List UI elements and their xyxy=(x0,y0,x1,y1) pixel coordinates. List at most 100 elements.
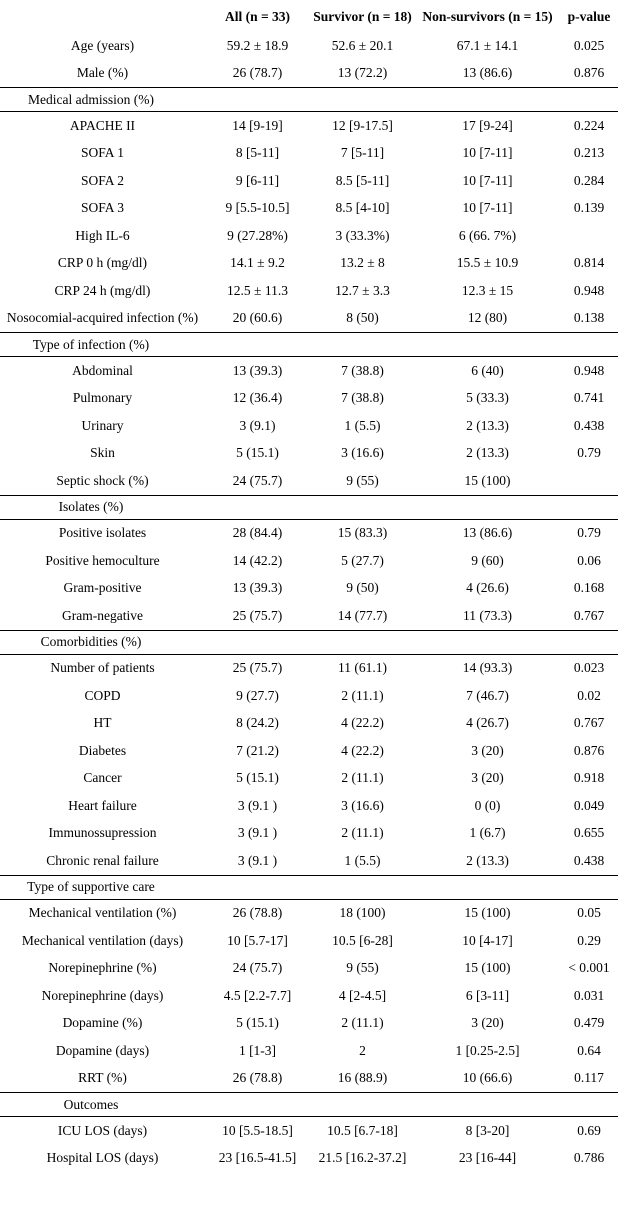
table-row: Dopamine (days) 1 [1-3] 2 1 [0.25-2.5] 0.64 xyxy=(0,1037,618,1065)
table-row: Pulmonary 12 (36.4) 7 (38.8) 5 (33.3) 0.741 xyxy=(0,385,618,413)
cell-pvalue: 0.876 xyxy=(573,65,605,81)
cell-pvalue: 0.031 xyxy=(573,987,605,1003)
row-label: Dopamine (%) xyxy=(62,1015,143,1031)
section-title: Type of infection (%) xyxy=(32,336,150,352)
cell-pvalue: 0.64 xyxy=(577,1042,601,1058)
row-label: Norepinephrine (%) xyxy=(48,960,157,976)
cell-all: 13 (39.3) xyxy=(232,362,283,378)
row-label: Mechanical ventilation (days) xyxy=(21,932,184,948)
table-row: Abdominal 13 (39.3) 7 (38.8) 6 (40) 0.948 xyxy=(0,357,618,385)
cell-pvalue: 0.69 xyxy=(577,1122,601,1138)
cell-survivor: 12.7 ± 3.3 xyxy=(335,282,390,298)
cell-nonsurvivors: 9 (60) xyxy=(471,552,504,568)
section-title-cell: Type of supportive care xyxy=(0,874,618,900)
cell-all: 3 (9.1 ) xyxy=(237,825,278,841)
row-label: Nosocomial-acquired infection (%) xyxy=(6,310,199,326)
cell-all: 26 (78.7) xyxy=(232,65,283,81)
table-row: Dopamine (%) 5 (15.1) 2 (11.1) 3 (20) 0.479 xyxy=(0,1010,618,1038)
cell-survivor: 1 (5.5) xyxy=(344,852,381,868)
cell-pvalue: 0.29 xyxy=(577,932,601,948)
cell-survivor: 2 (11.1) xyxy=(341,770,384,786)
table-row: COPD 9 (27.7) 2 (11.1) 7 (46.7) 0.02 xyxy=(0,682,618,710)
cell-pvalue: 0.767 xyxy=(573,607,605,623)
table-row: ICU LOS (days) 10 [5.5-18.5] 10.5 [6.7-18]… xyxy=(0,1117,618,1145)
cell-survivor: 7 [5-11] xyxy=(340,145,385,161)
cell-survivor: 4 [2-4.5] xyxy=(338,987,387,1003)
table-row: Heart failure 3 (9.1 ) 3 (16.6) 0 (0) 0.049 xyxy=(0,792,618,820)
cell-survivor: 8.5 [5-11] xyxy=(335,172,390,188)
cell-pvalue xyxy=(560,467,618,495)
cell-nonsurvivors: 67.1 ± 14.1 xyxy=(456,37,519,53)
row-label: Septic shock (%) xyxy=(56,472,149,488)
cell-all: 59.2 ± 18.9 xyxy=(226,37,289,53)
cell-pvalue: 0.786 xyxy=(573,1150,605,1166)
cell-survivor: 7 (38.8) xyxy=(341,362,384,378)
cell-nonsurvivors: 2 (13.3) xyxy=(466,445,509,461)
table-row: Gram-positive 13 (39.3) 9 (50) 4 (26.6) 0.16… xyxy=(0,575,618,603)
section-title: Comorbidities (%) xyxy=(40,634,142,649)
cell-nonsurvivors: 8 [3-20] xyxy=(465,1122,510,1138)
column-header-empty xyxy=(0,2,205,32)
cell-survivor: 15 (83.3) xyxy=(337,525,388,541)
cell-all: 13 (39.3) xyxy=(232,580,283,596)
table-row: HT 8 (24.2) 4 (22.2) 4 (26.7) 0.767 xyxy=(0,710,618,738)
cell-nonsurvivors: 13 (86.6) xyxy=(462,525,513,541)
row-label: Skin xyxy=(90,445,115,461)
row-label: Chronic renal failure xyxy=(46,852,159,868)
cell-pvalue: 0.948 xyxy=(573,282,605,298)
cell-all: 23 [16.5-41.5] xyxy=(218,1150,297,1166)
cell-all: 25 (75.7) xyxy=(232,607,283,623)
cell-nonsurvivors: 10 [7-11] xyxy=(462,172,513,188)
cell-survivor: 10.5 [6.7-18] xyxy=(327,1122,398,1138)
cell-pvalue: 0.284 xyxy=(573,172,605,188)
cell-survivor: 2 (11.1) xyxy=(341,1015,384,1031)
cell-nonsurvivors: 1 (6.7) xyxy=(469,825,506,841)
table-row: Urinary 3 (9.1) 1 (5.5) 2 (13.3) 0.438 xyxy=(0,412,618,440)
cell-survivor: 1 (5.5) xyxy=(344,417,381,433)
cell-survivor: 52.6 ± 20.1 xyxy=(331,37,394,53)
column-header-nonsurvivors: Non-survivors (n = 15) xyxy=(422,9,553,24)
cell-pvalue: 0.023 xyxy=(573,660,605,676)
cell-survivor: 13 (72.2) xyxy=(337,65,388,81)
cell-pvalue: 0.741 xyxy=(573,390,605,406)
table-row: Chronic renal failure 3 (9.1 ) 1 (5.5) 2 (1… xyxy=(0,847,618,875)
cell-nonsurvivors: 23 [16-44] xyxy=(458,1150,517,1166)
row-label: Immunossupression xyxy=(48,825,157,841)
cell-survivor: 8.5 [4-10] xyxy=(335,200,390,216)
row-label: Urinary xyxy=(81,417,124,433)
cell-all: 9 [6-11] xyxy=(235,172,280,188)
cell-survivor: 14 (77.7) xyxy=(337,607,388,623)
table-row: Gram-negative 25 (75.7) 14 (77.7) 11 (73.3)… xyxy=(0,602,618,630)
cell-all: 28 (84.4) xyxy=(232,525,283,541)
cell-nonsurvivors: 12 (80) xyxy=(467,310,508,326)
cell-survivor: 3 (16.6) xyxy=(341,445,384,461)
table-row: Nosocomial-acquired infection (%) 20 (60.… xyxy=(0,305,618,333)
cell-survivor: 9 (55) xyxy=(346,960,379,976)
cell-nonsurvivors: 15 (100) xyxy=(464,960,511,976)
cell-pvalue: 0.438 xyxy=(573,417,605,433)
cell-survivor: 2 (11.1) xyxy=(341,825,384,841)
table-row: SOFA 2 9 [6-11] 8.5 [5-11] 10 [7-11] 0.284 xyxy=(0,167,618,195)
cell-nonsurvivors: 11 (73.3) xyxy=(463,607,512,623)
section-title: Outcomes xyxy=(63,1096,119,1112)
table-row: High IL-6 9 (27.28%) 3 (33.3%) 6 (66. 7%) xyxy=(0,222,618,250)
cell-pvalue: 0.138 xyxy=(573,310,605,326)
cell-pvalue: 0.05 xyxy=(577,905,601,921)
table-row: Cancer 5 (15.1) 2 (11.1) 3 (20) 0.918 xyxy=(0,765,618,793)
table-row: Number of patients 25 (75.7) 11 (61.1) 14 (… xyxy=(0,654,618,682)
cell-survivor: 10.5 [6-28] xyxy=(332,932,393,948)
section-title-cell: Isolates (%) xyxy=(0,494,618,520)
table-row: Diabetes 7 (21.2) 4 (22.2) 3 (20) 0.876 xyxy=(0,737,618,765)
cell-nonsurvivors: 7 (46.7) xyxy=(466,687,509,703)
cell-nonsurvivors: 10 (66.6) xyxy=(462,1070,513,1086)
cell-pvalue: 0.948 xyxy=(573,362,605,378)
patient-characteristics-table-page: All (n = 33) Survivor (n = 18) Non-survi… xyxy=(0,2,618,1166)
cell-survivor: 2 (11.1) xyxy=(341,687,384,703)
section-title: Medical admission (%) xyxy=(28,91,154,107)
table-row: Mechanical ventilation (%) 26 (78.8) 18 (1… xyxy=(0,899,618,927)
section-title-cell: Medical admission (%) xyxy=(0,87,618,112)
cell-survivor: 18 (100) xyxy=(339,905,386,921)
row-label: Pulmonary xyxy=(72,390,133,406)
row-label: Abdominal xyxy=(72,362,133,378)
row-label: ICU LOS (days) xyxy=(57,1122,148,1138)
